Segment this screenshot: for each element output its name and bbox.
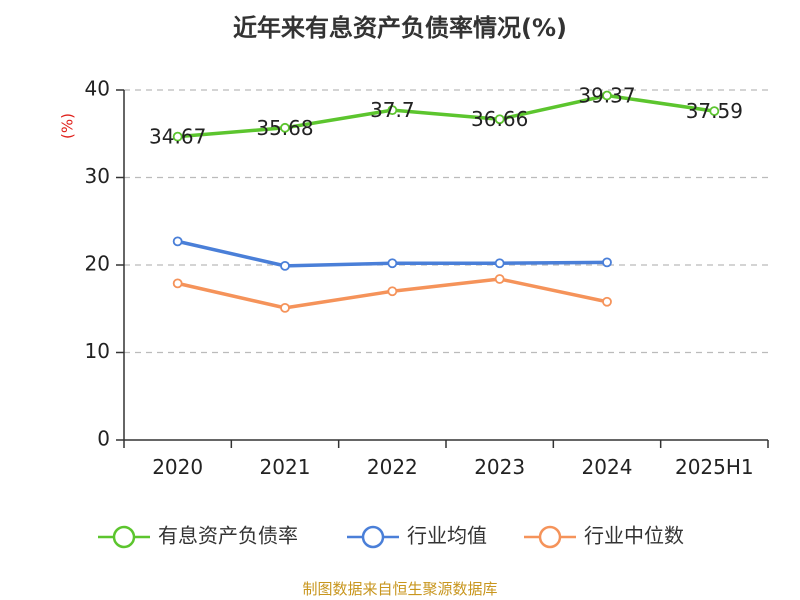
chart-title: 近年来有息资产负债率情况(%) [233, 14, 567, 42]
x-tick-label: 2021 [260, 455, 311, 479]
y-tick-label: 10 [85, 339, 110, 363]
data-label: 37.7 [370, 98, 415, 122]
x-tick-label: 2020 [152, 455, 203, 479]
y-axis-label: (%) [59, 113, 77, 139]
series-line [175, 93, 717, 139]
x-tick-label: 2023 [474, 455, 525, 479]
data-point [494, 258, 505, 269]
data-point [280, 260, 290, 271]
y-tick-label: 0 [97, 427, 110, 451]
data-point [172, 236, 183, 247]
gridlines [124, 89, 768, 354]
legend: 有息资产负债率 行业均值 行业中位数 [98, 524, 684, 549]
data-point [172, 131, 183, 142]
data-point [387, 258, 398, 269]
x-tick-label: 2022 [367, 455, 418, 479]
legend-marker [361, 525, 385, 549]
legend-marker [538, 525, 562, 549]
source-note: 制图数据来自恒生聚源数据库 [302, 580, 498, 598]
data-label: 35.68 [256, 116, 313, 140]
y-tick-label: 40 [85, 77, 110, 101]
y-ticks: 0 10 20 30 40 [85, 77, 124, 451]
legend-label: 有息资产负债率 [158, 524, 298, 548]
data-label: 37.59 [686, 99, 743, 123]
data-label: 36.66 [471, 107, 528, 131]
y-tick-label: 20 [85, 252, 110, 276]
data-point [602, 296, 612, 307]
data-point [172, 278, 183, 289]
x-ticks: 2020 2021 2022 2023 2024 2025H1 [123, 440, 769, 479]
series [172, 90, 720, 313]
data-point [387, 105, 398, 116]
x-tick-label: 2025H1 [675, 455, 754, 479]
legend-marker [112, 525, 136, 549]
data-point [709, 106, 720, 116]
data-labels: 34.67 35.68 37.7 36.66 39.37 37.59 [149, 84, 743, 149]
data-label: 39.37 [578, 84, 635, 108]
data-point [280, 122, 290, 133]
data-label: 34.67 [149, 125, 206, 149]
x-tick-label: 2024 [582, 455, 633, 479]
data-point [602, 90, 612, 101]
data-point [494, 114, 505, 125]
data-point [280, 302, 290, 313]
data-point [602, 257, 612, 268]
legend-label: 行业均值 [407, 524, 487, 548]
legend-label: 行业中位数 [584, 524, 684, 548]
y-tick-label: 30 [85, 164, 110, 188]
data-point [387, 286, 398, 297]
data-point [494, 274, 505, 284]
